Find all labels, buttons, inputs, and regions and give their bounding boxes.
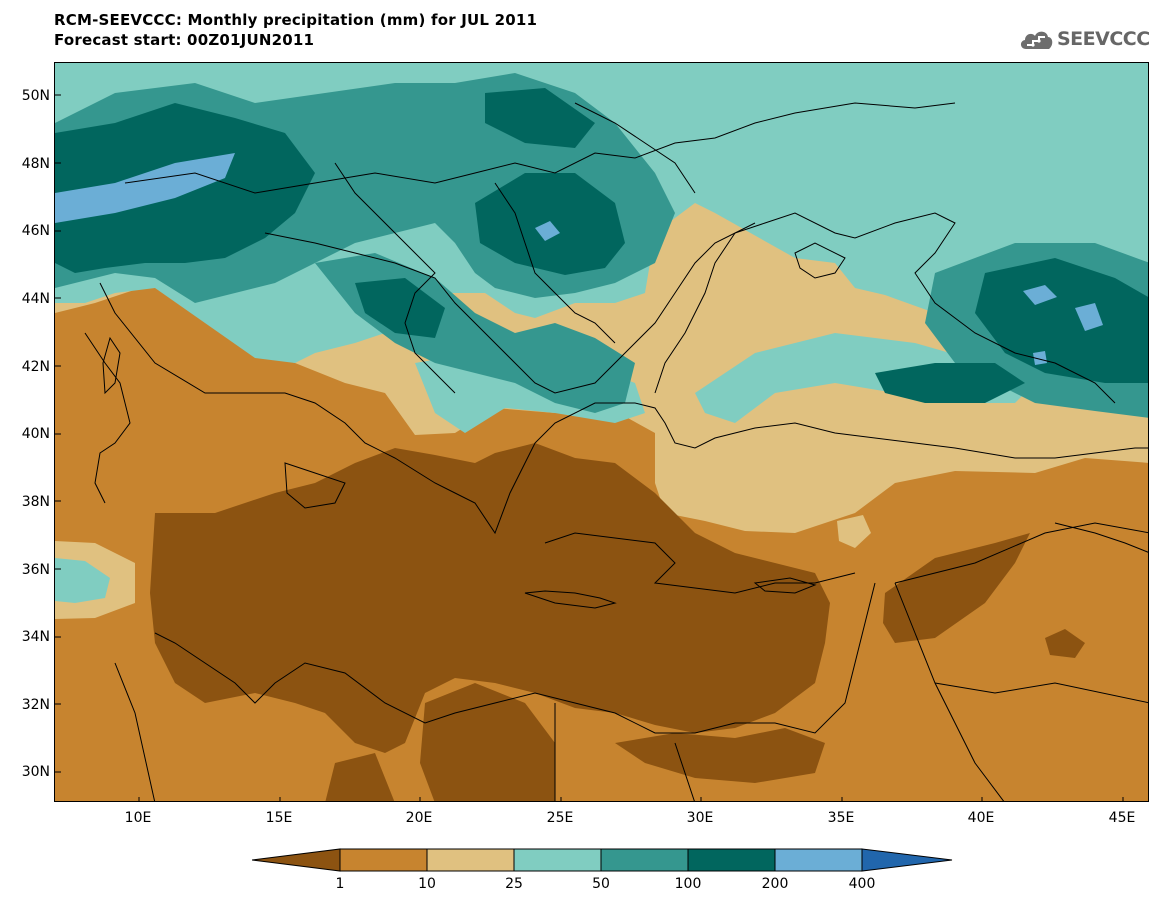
zone-100-200-balkan (355, 278, 445, 338)
lat-label-40n: 40N (21, 426, 50, 442)
color-legend-bar (252, 848, 953, 872)
lat-label-48n: 48N (21, 156, 50, 172)
lat-label-30n: 30N (21, 764, 50, 780)
zone-100-200-turkey-ne (875, 363, 1025, 403)
seevccc-logo: SEEVCCC (1018, 22, 1150, 56)
legend-box-10-25 (426, 848, 515, 872)
legend-arrow-lt1 (252, 848, 341, 872)
zone-100-200-caucasus (975, 258, 1148, 383)
zone-lt1-iraq (1045, 629, 1085, 658)
legend-label-100: 100 (674, 876, 702, 892)
legend-label-10: 10 (418, 876, 436, 892)
legend-label-25: 25 (505, 876, 523, 892)
lon-label-30e: 30E (686, 810, 714, 826)
lat-label-32n: 32N (21, 697, 50, 713)
legend-label-200: 200 (761, 876, 789, 892)
precipitation-field (55, 63, 1148, 801)
legend-box-100-200 (687, 848, 776, 872)
zone-200-400-b (535, 221, 560, 241)
map-title: RCM-SEEVCCC: Monthly precipitation (mm) … (54, 10, 537, 50)
lon-label-10e: 10E (124, 810, 152, 826)
coastlines (84, 102, 1148, 801)
lon-label-20e: 20E (405, 810, 433, 826)
lon-label-25e: 25E (546, 810, 574, 826)
zone-200-400-d (1075, 303, 1103, 331)
legend-box-1-10 (339, 848, 428, 872)
lat-label-38n: 38N (21, 494, 50, 510)
lon-label-15e: 15E (265, 810, 293, 826)
zone-25-50-west (55, 558, 110, 603)
zone-lt1-syria (883, 533, 1030, 643)
lat-label-42n: 42N (21, 359, 50, 375)
zone-100-200-north (485, 88, 595, 148)
lat-label-46n: 46N (21, 223, 50, 239)
zone-200-400-c (1023, 285, 1057, 305)
zone-lt1-libya (420, 683, 555, 801)
zone-lt1-mediterranean (150, 443, 830, 753)
legend-label-50: 50 (592, 876, 610, 892)
lon-label-40e: 40E (967, 810, 995, 826)
legend-label-400: 400 (848, 876, 876, 892)
zone-200-400-e (1033, 351, 1047, 365)
lat-label-34n: 34N (21, 629, 50, 645)
title-line-1: RCM-SEEVCCC: Monthly precipitation (mm) … (54, 11, 538, 29)
legend-box-50-100 (600, 848, 689, 872)
legend-arrow-gt400 (861, 848, 953, 872)
lat-label-36n: 36N (21, 562, 50, 578)
legend-box-200-400 (774, 848, 863, 872)
lat-label-44n: 44N (21, 291, 50, 307)
legend-label-1: 1 (335, 876, 345, 892)
lat-label-50n: 50N (21, 88, 50, 104)
zone-lt1-africa-west (325, 753, 395, 801)
zone-200-400-a (55, 153, 235, 223)
lon-label-45e: 45E (1108, 810, 1136, 826)
legend-box-25-50 (513, 848, 602, 872)
precipitation-map (54, 62, 1149, 802)
axis-ticks (55, 94, 1124, 801)
cloud-icon (1020, 31, 1053, 49)
logo-text: SEEVCCC (1057, 28, 1150, 50)
title-line-2: Forecast start: 00Z01JUN2011 (54, 31, 315, 49)
zone-lt1-egypt (615, 728, 825, 783)
zone-10-25-levant (837, 515, 871, 548)
lon-label-35e: 35E (827, 810, 855, 826)
